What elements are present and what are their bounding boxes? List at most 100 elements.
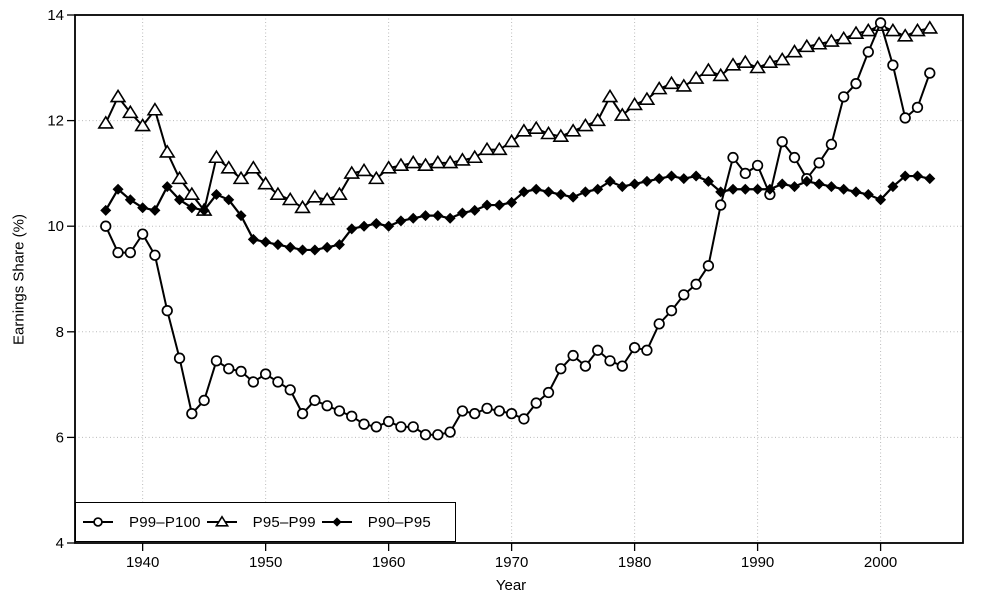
triangle-marker: [257, 176, 274, 190]
triangle-marker: [122, 104, 139, 119]
circle-marker: [887, 59, 899, 71]
diamond-marker: [420, 210, 432, 222]
triangle-marker: [650, 81, 668, 95]
triangle-marker: [306, 189, 324, 203]
y-tick-label: 12: [47, 113, 64, 130]
triangle-marker: [318, 191, 336, 206]
diamond-marker: [899, 170, 911, 182]
circle-marker: [899, 112, 911, 124]
circle-marker: [321, 400, 333, 412]
triangle-marker: [441, 154, 459, 169]
triangle-marker: [675, 78, 693, 92]
y-tick-label: 6: [56, 429, 64, 446]
diamond-marker: [272, 239, 284, 251]
diamond-marker: [235, 210, 247, 222]
diamond-marker: [813, 178, 825, 190]
circle-marker: [284, 384, 296, 396]
circle-marker: [272, 376, 284, 388]
circle-marker: [358, 418, 370, 430]
circle-marker: [850, 77, 862, 90]
x-tick-label: 1960: [372, 554, 405, 571]
circle-marker: [161, 305, 173, 317]
triangle-marker: [798, 38, 816, 53]
circle-marker: [124, 246, 136, 259]
diamond-marker: [838, 183, 850, 195]
triangle-marker: [294, 199, 311, 214]
circle-marker: [93, 517, 103, 527]
triangle-marker: [564, 123, 582, 137]
circle-marker: [751, 159, 764, 172]
diamond-marker: [332, 517, 342, 527]
circle-marker: [874, 17, 887, 29]
diamond-marker: [124, 194, 136, 206]
circle-marker: [382, 415, 395, 428]
y-tick-label: 4: [56, 535, 64, 552]
circle-marker: [223, 363, 235, 375]
triangle-marker: [208, 149, 225, 164]
diamond-marker: [752, 183, 764, 195]
legend-label: P95–P99: [252, 513, 316, 531]
diamond-marker: [616, 181, 628, 193]
triangle-marker: [773, 51, 791, 66]
triangle-marker: [269, 186, 287, 201]
triangle-marker: [232, 170, 250, 185]
triangle-marker: [392, 157, 410, 171]
diamond-marker: [641, 175, 653, 187]
triangle-marker: [331, 186, 348, 201]
diamond-marker: [198, 204, 210, 216]
legend-entry-diamond: P90–P95: [320, 514, 431, 531]
diamond-marker: [346, 223, 358, 235]
circle-marker: [628, 341, 641, 354]
diamond-marker: [137, 202, 149, 214]
circle-legend-icon: [83, 517, 113, 527]
diamond-marker: [604, 175, 616, 187]
triangle-marker: [367, 170, 385, 185]
circle-marker: [715, 199, 727, 211]
triangle-marker: [896, 28, 914, 42]
x-tick-label: 1990: [741, 554, 774, 571]
diamond-marker: [370, 218, 382, 230]
circle-marker: [653, 318, 665, 330]
diamond-marker: [493, 199, 505, 211]
circle-marker: [788, 151, 801, 164]
circle-marker: [567, 349, 579, 362]
circle-marker: [395, 421, 407, 433]
diamond-marker: [911, 170, 924, 182]
circle-marker: [542, 386, 555, 399]
diamond-marker: [850, 186, 862, 198]
diamond-marker: [825, 181, 837, 193]
diamond-marker: [629, 178, 641, 190]
diamond-marker: [875, 194, 887, 206]
triangle-marker: [663, 75, 680, 90]
triangle-marker: [552, 128, 570, 142]
triangle-marker: [454, 152, 471, 166]
circle-marker: [616, 360, 628, 372]
diamond-marker: [678, 173, 690, 185]
diamond-marker: [260, 236, 272, 248]
circle-marker: [149, 249, 161, 261]
diamond-marker: [702, 175, 714, 187]
triangle-marker: [736, 54, 754, 69]
triangle-marker: [761, 54, 779, 69]
circle-marker: [481, 402, 493, 415]
series-line: [104, 174, 931, 252]
legend-label: P90–P95: [367, 513, 431, 531]
circle-marker: [419, 429, 432, 441]
diamond-legend-icon: [321, 517, 352, 527]
circle-marker: [333, 405, 346, 417]
circle-marker: [641, 344, 653, 356]
triangle-marker: [577, 117, 594, 132]
triangle-marker: [626, 96, 643, 111]
diamond-marker: [530, 183, 542, 195]
diamond-marker: [100, 204, 112, 216]
circle-marker: [530, 397, 542, 409]
triangle-marker: [478, 141, 496, 156]
diamond-marker: [579, 186, 591, 198]
diamond-marker: [862, 189, 874, 201]
triangle-marker: [490, 141, 508, 156]
circle-marker: [825, 138, 838, 151]
diamond-marker: [887, 181, 899, 193]
circle-marker: [100, 220, 112, 232]
circle-marker: [604, 355, 616, 367]
